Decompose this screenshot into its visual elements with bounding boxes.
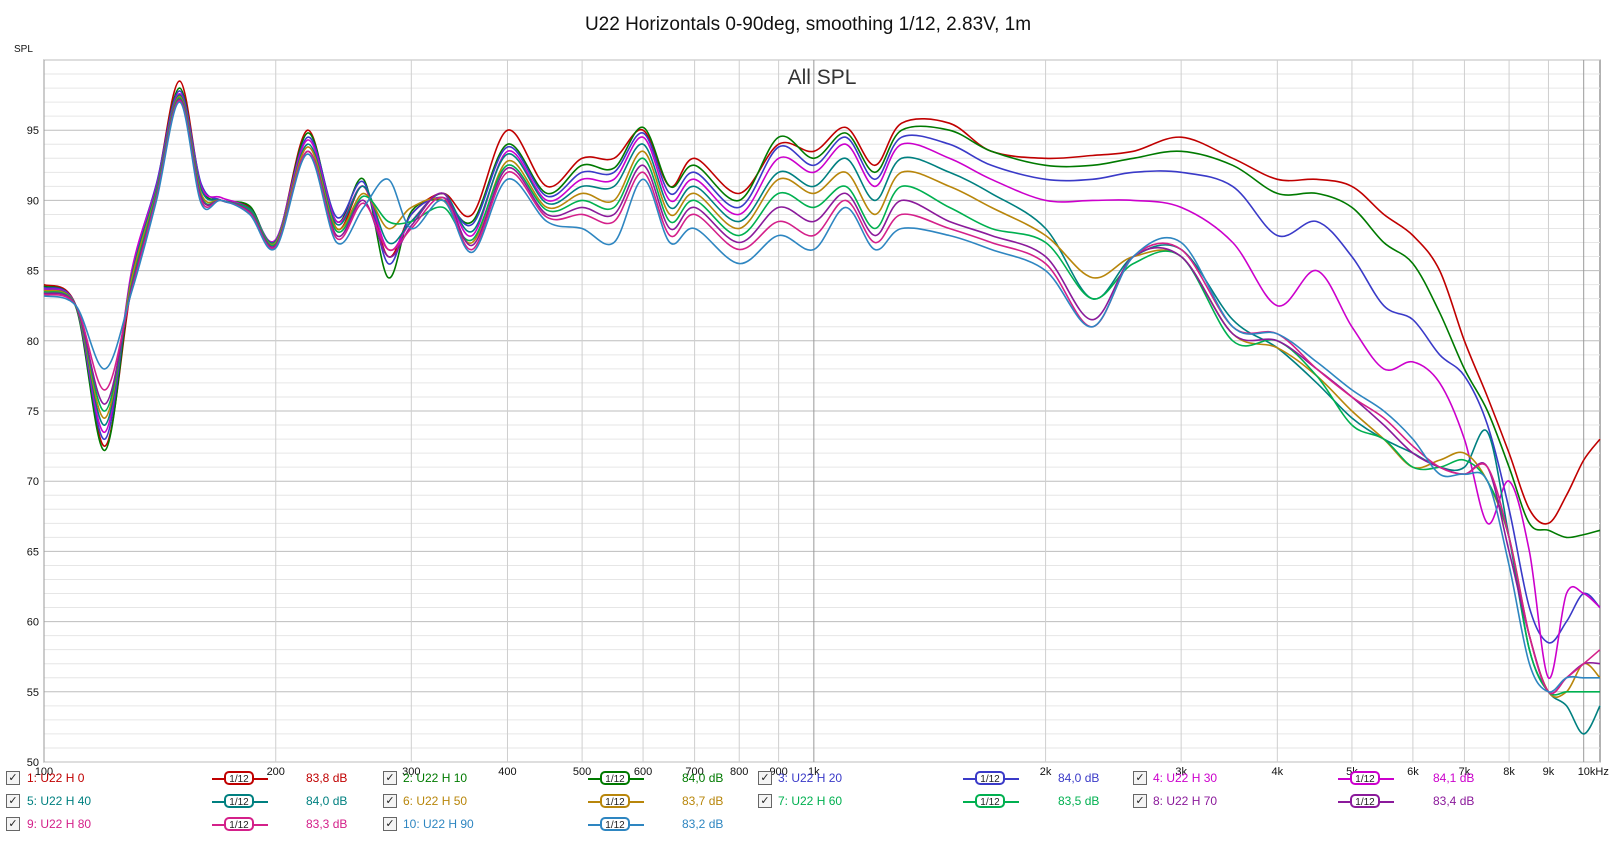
legend-checkbox[interactable]: ✓ bbox=[383, 817, 397, 831]
x-tick-label: 600 bbox=[634, 766, 652, 778]
legend-item[interactable]: ✓ 3: U22 H 20 1/12 84,0 dB bbox=[0, 768, 1617, 788]
legend-smoothing-label: 1/12 bbox=[224, 794, 254, 808]
legend-level-value: 83,2 dB bbox=[682, 817, 724, 831]
legend-level-value: 84,0 dB bbox=[1058, 771, 1100, 785]
series-lines bbox=[43, 80, 1601, 735]
legend-checkbox[interactable]: ✓ bbox=[383, 794, 397, 808]
legend-series-label: 4: U22 H 30 bbox=[1153, 771, 1218, 785]
legend-series-label: 1: U22 H 0 bbox=[27, 771, 85, 785]
x-tick-label: 8k bbox=[1503, 766, 1515, 778]
legend-smoothing-button[interactable]: 1/12 bbox=[212, 771, 268, 785]
x-tick-label: 9k bbox=[1543, 766, 1555, 778]
legend-smoothing-label: 1/12 bbox=[600, 817, 630, 831]
legend-item[interactable]: ✓ 9: U22 H 80 1/12 83,3 dB bbox=[0, 814, 1617, 834]
legend-series-label: 7: U22 H 60 bbox=[778, 794, 843, 808]
legend-series-label: 2: U22 H 10 bbox=[403, 771, 468, 785]
series-line-10-u22-h-90 bbox=[43, 101, 1600, 693]
legend-smoothing-button[interactable]: 1/12 bbox=[212, 794, 268, 808]
legend-smoothing-label: 1/12 bbox=[600, 771, 630, 785]
x-tick-label: 3k bbox=[1175, 766, 1187, 778]
legend-item[interactable]: ✓ 6: U22 H 50 1/12 83,7 dB bbox=[0, 791, 1617, 811]
legend-smoothing-button[interactable]: 1/12 bbox=[1338, 794, 1394, 808]
chart-title: All SPL bbox=[788, 66, 857, 89]
legend-checkbox[interactable]: ✓ bbox=[6, 771, 20, 785]
x-tick-label: 4k bbox=[1272, 766, 1284, 778]
x-tick-label: 2k bbox=[1040, 766, 1052, 778]
grid bbox=[43, 59, 1600, 763]
legend-series-label: 8: U22 H 70 bbox=[1153, 794, 1218, 808]
legend-smoothing-button[interactable]: 1/12 bbox=[588, 817, 644, 831]
x-tick-label: 400 bbox=[498, 766, 516, 778]
legend-level-value: 84,0 dB bbox=[306, 794, 348, 808]
x-tick-label: 500 bbox=[573, 766, 591, 778]
legend-series-label: 9: U22 H 80 bbox=[27, 817, 92, 831]
legend-checkbox[interactable]: ✓ bbox=[758, 771, 772, 785]
x-tick-label: 10kHz bbox=[1578, 766, 1609, 778]
legend-smoothing-label: 1/12 bbox=[600, 794, 630, 808]
y-tick-label: 85 bbox=[27, 266, 39, 278]
y-tick-label: 65 bbox=[27, 546, 39, 558]
legend-checkbox[interactable]: ✓ bbox=[758, 794, 772, 808]
y-tick-label: 50 bbox=[27, 757, 39, 769]
legend-level-value: 83,4 dB bbox=[1433, 794, 1475, 808]
legend-level-value: 83,5 dB bbox=[1058, 794, 1100, 808]
x-tick-label: 7k bbox=[1459, 766, 1471, 778]
legend-smoothing-button[interactable]: 1/12 bbox=[1338, 771, 1394, 785]
y-tick-label: 75 bbox=[27, 406, 39, 418]
legend-level-value: 84,0 dB bbox=[682, 771, 724, 785]
x-tick-label: 900 bbox=[769, 766, 787, 778]
legend-smoothing-button[interactable]: 1/12 bbox=[963, 771, 1019, 785]
legend-series-label: 6: U22 H 50 bbox=[403, 794, 468, 808]
x-tick-label: 700 bbox=[685, 766, 703, 778]
legend-item[interactable]: ✓ 1: U22 H 0 1/12 83,8 dB bbox=[0, 768, 1617, 788]
legend-item[interactable]: ✓ 10: U22 H 90 1/12 83,2 dB bbox=[0, 814, 1617, 834]
x-tick-label: 100 bbox=[35, 766, 53, 778]
legend-series-label: 10: U22 H 90 bbox=[403, 817, 474, 831]
legend-item[interactable]: ✓ 2: U22 H 10 1/12 84,0 dB bbox=[0, 768, 1617, 788]
x-tick-label: 300 bbox=[402, 766, 420, 778]
legend-smoothing-button[interactable]: 1/12 bbox=[588, 794, 644, 808]
x-tick-label: 800 bbox=[730, 766, 748, 778]
x-tick-labels: 1002003004005006007008009001k2k3k4k5k6k7… bbox=[35, 766, 1609, 778]
y-tick-label: 60 bbox=[27, 617, 39, 629]
series-line-4-u22-h-30 bbox=[43, 92, 1601, 679]
legend-smoothing-button[interactable]: 1/12 bbox=[212, 817, 268, 831]
y-tick-label: 90 bbox=[27, 195, 39, 207]
legend-smoothing-label: 1/12 bbox=[1350, 794, 1380, 808]
y-tick-label: 70 bbox=[27, 476, 39, 488]
legend-smoothing-button[interactable]: 1/12 bbox=[588, 771, 644, 785]
legend-smoothing-button[interactable]: 1/12 bbox=[963, 794, 1019, 808]
legend-series-label: 5: U22 H 40 bbox=[27, 794, 92, 808]
legend-series-label: 3: U22 H 20 bbox=[778, 771, 843, 785]
legend-smoothing-label: 1/12 bbox=[224, 817, 254, 831]
y-tick-label: 80 bbox=[27, 336, 39, 348]
window-title: U22 Horizontals 0-90deg, smoothing 1/12,… bbox=[585, 14, 1031, 35]
y-axis-label: SPL bbox=[14, 44, 33, 55]
legend-level-value: 83,3 dB bbox=[306, 817, 348, 831]
legend-item[interactable]: ✓ 8: U22 H 70 1/12 83,4 dB bbox=[0, 791, 1617, 811]
y-tick-labels: 50 55 60 65 70 75 80 85 90 95 bbox=[27, 125, 39, 769]
legend-checkbox[interactable]: ✓ bbox=[6, 817, 20, 831]
y-tick-label: 55 bbox=[27, 687, 39, 699]
legend-item[interactable]: ✓ 5: U22 H 40 1/12 84,0 dB bbox=[0, 791, 1617, 811]
legend-smoothing-label: 1/12 bbox=[1350, 771, 1380, 785]
legend-level-value: 84,1 dB bbox=[1433, 771, 1475, 785]
x-tick-label: 200 bbox=[267, 766, 285, 778]
legend-smoothing-label: 1/12 bbox=[975, 771, 1005, 785]
legend-checkbox[interactable]: ✓ bbox=[1133, 771, 1147, 785]
legend-item[interactable]: ✓ 4: U22 H 30 1/12 84,1 dB bbox=[0, 768, 1617, 788]
x-tick-label: 1k bbox=[808, 766, 820, 778]
legend-checkbox[interactable]: ✓ bbox=[1133, 794, 1147, 808]
legend-level-value: 83,7 dB bbox=[682, 794, 724, 808]
x-tick-label: 6k bbox=[1407, 766, 1419, 778]
y-tick-label: 95 bbox=[27, 125, 39, 137]
legend-level-value: 83,8 dB bbox=[306, 771, 348, 785]
legend-checkbox[interactable]: ✓ bbox=[383, 771, 397, 785]
legend-smoothing-label: 1/12 bbox=[975, 794, 1005, 808]
legend-item[interactable]: ✓ 7: U22 H 60 1/12 83,5 dB bbox=[0, 791, 1617, 811]
legend-smoothing-label: 1/12 bbox=[224, 771, 254, 785]
legend-checkbox[interactable]: ✓ bbox=[6, 794, 20, 808]
